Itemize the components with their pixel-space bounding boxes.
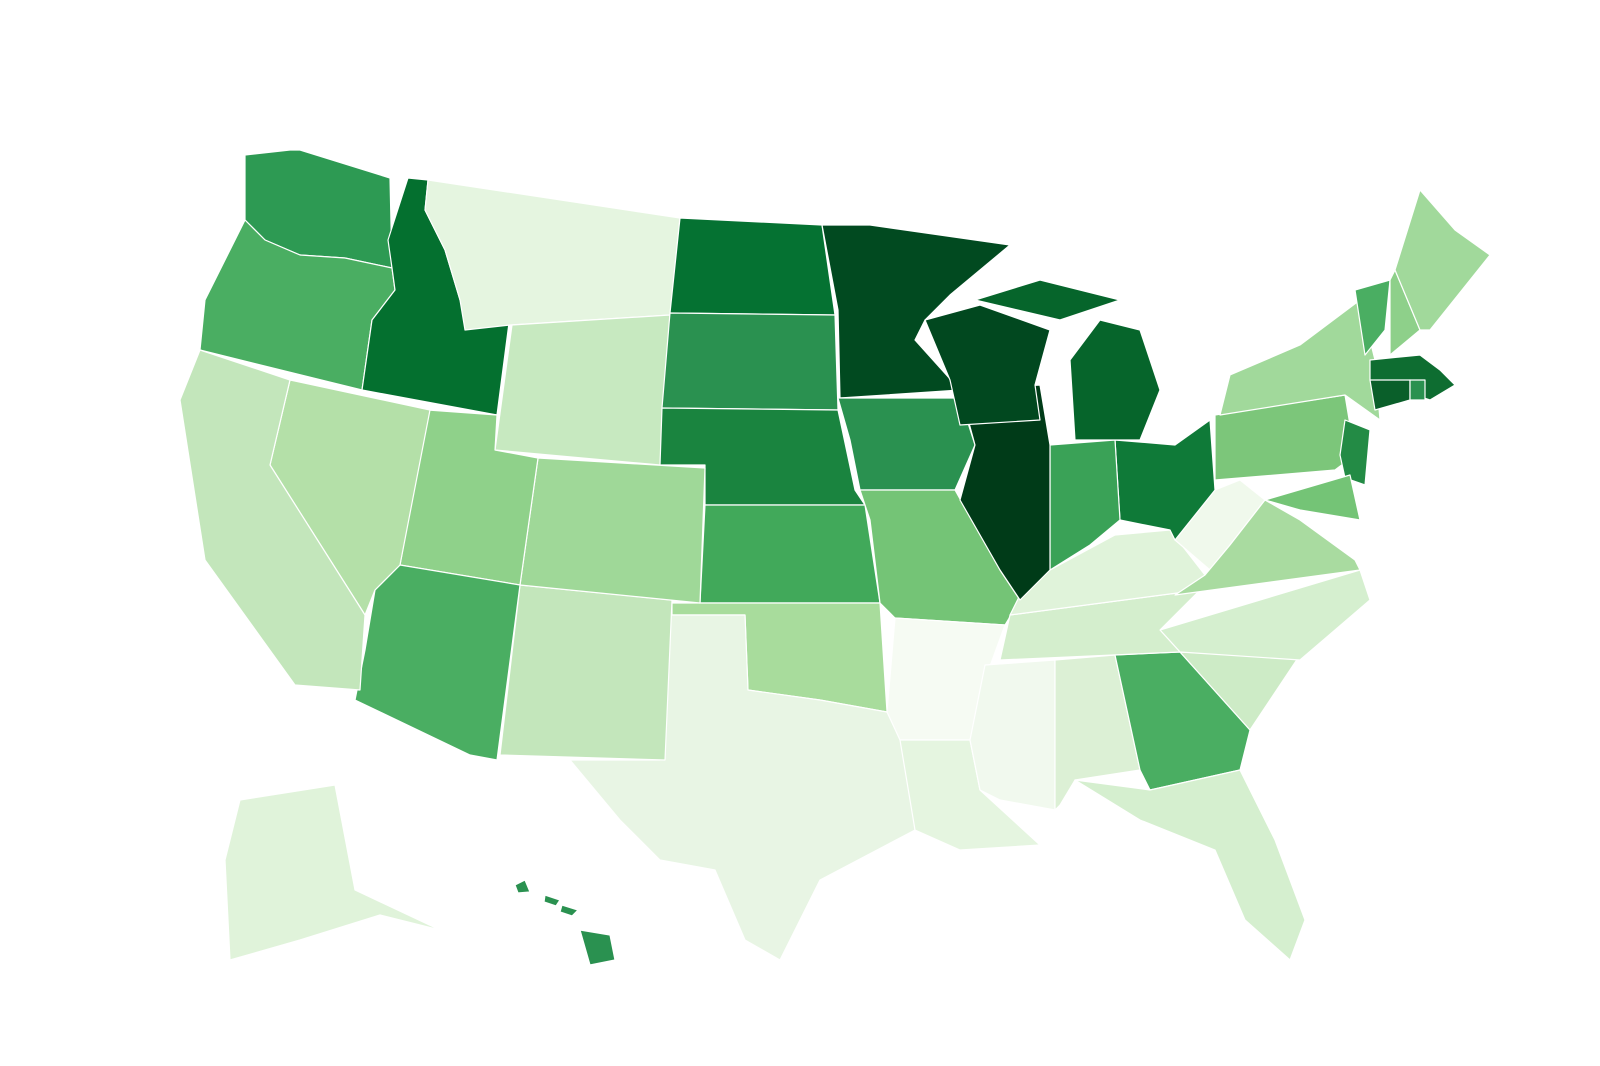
state — [1069, 319, 1161, 441]
state — [569, 614, 916, 961]
state — [1394, 189, 1491, 331]
state — [837, 397, 976, 491]
state — [661, 312, 839, 411]
state — [924, 304, 1051, 426]
state — [669, 217, 836, 316]
state — [1354, 279, 1391, 356]
state — [969, 659, 1056, 811]
state — [579, 929, 616, 966]
state — [559, 904, 579, 917]
state — [959, 384, 1051, 601]
state — [1369, 379, 1411, 411]
state — [354, 564, 521, 761]
state — [424, 179, 681, 331]
state — [1264, 474, 1361, 521]
state — [179, 349, 366, 691]
state — [1219, 299, 1381, 421]
state — [1009, 529, 1206, 616]
state — [1339, 419, 1371, 486]
state — [499, 584, 673, 761]
state — [514, 879, 531, 894]
state — [1174, 499, 1361, 596]
state — [1074, 769, 1306, 961]
state — [494, 314, 671, 466]
state — [1114, 419, 1216, 541]
state — [699, 504, 881, 604]
state — [543, 894, 561, 907]
state — [1409, 379, 1426, 401]
state — [821, 224, 1011, 399]
state — [519, 457, 706, 604]
state — [224, 784, 441, 961]
state — [974, 279, 1121, 321]
